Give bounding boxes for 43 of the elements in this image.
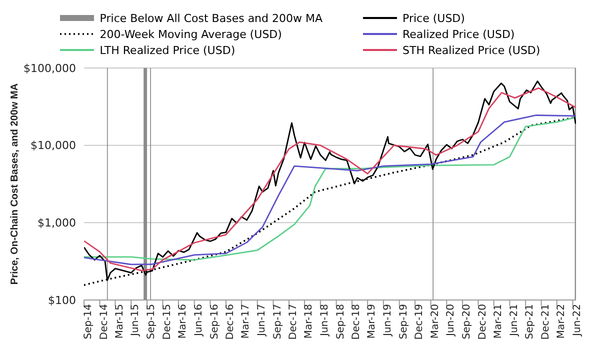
legend-label: Realized Price (USD): [402, 28, 515, 40]
legend-label: Price Below All Cost Bases and 200w MA: [100, 12, 323, 24]
x-tick-label: Jun-21: [508, 304, 520, 337]
x-tick-label: Jun-18: [320, 304, 331, 337]
y-tick-label: $100,000: [24, 62, 76, 75]
legend-label: LTH Realized Price (USD): [100, 44, 236, 56]
y-tick-label: $10,000: [30, 139, 76, 152]
legend-label: 200-Week Moving Average (USD): [100, 28, 282, 40]
x-tick-label: Sep-16: [209, 304, 220, 340]
legend-label: Price (USD): [402, 12, 465, 24]
x-tick-label: Dec-21: [540, 304, 552, 340]
x-tick-label: Mar-21: [492, 304, 504, 339]
x-tick-label: Mar-16: [178, 304, 189, 339]
x-tick-label: Dec-14: [98, 304, 110, 340]
x-tick-label: Sep-21: [524, 304, 536, 340]
x-tick-label: Mar-19: [366, 304, 378, 339]
x-tick-label: Dec-15: [162, 304, 173, 340]
x-tick-label: Mar-18: [304, 304, 315, 339]
x-tick-label: Jun-20: [446, 304, 457, 337]
y-tick-label: $1,000: [38, 216, 76, 230]
x-tick-label: Jun-16: [193, 304, 204, 337]
y-axis-title: Price, On-Chain Cost Bases, and 200w MA: [10, 83, 21, 285]
x-tick-label: Mar-22: [556, 304, 567, 339]
x-tick-label: Mar-20: [430, 304, 441, 339]
x-tick-label: Sep-17: [272, 304, 284, 340]
x-tick-label: Dec-17: [288, 304, 300, 340]
x-tick-label: Jun-15: [130, 304, 142, 337]
x-tick-label: Dec-16: [225, 304, 236, 340]
x-tick-label: Dec-18: [351, 304, 362, 340]
x-tick-label: Sep-18: [335, 304, 346, 340]
x-tick-label: Mar-15: [114, 304, 126, 339]
y-tick-label: $100: [48, 294, 76, 307]
legend-label: STH Realized Price (USD): [402, 44, 540, 56]
x-tick-label: Jun-19: [382, 304, 394, 337]
x-tick-label: Dec-19: [414, 304, 426, 340]
x-tick-label: Dec-20: [477, 304, 488, 340]
x-tick-label: Sep-14: [83, 304, 94, 340]
x-tick-label: Sep-19: [398, 304, 410, 340]
x-tick-label: Sep-15: [146, 304, 158, 340]
x-tick-label: Jun-17: [256, 304, 268, 337]
x-tick-label: Sep-20: [462, 304, 473, 340]
x-tick-label: Mar-17: [240, 304, 252, 339]
x-tick-label: Jun-22: [572, 304, 583, 337]
